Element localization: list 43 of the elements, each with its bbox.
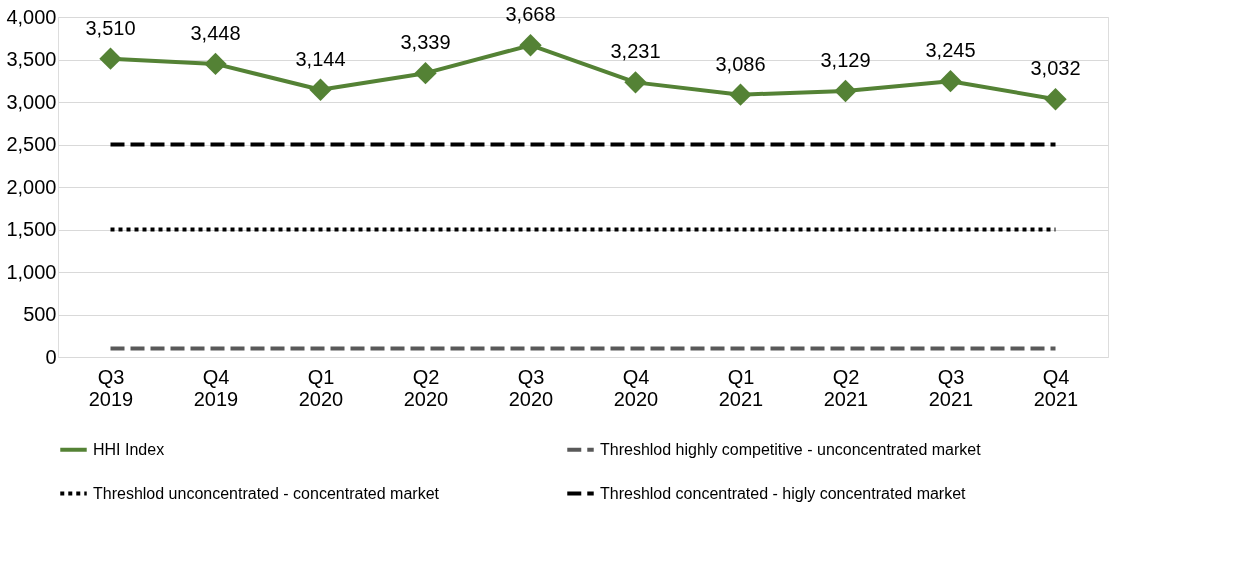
- y-tick-label: 2,500: [6, 133, 57, 155]
- point: [414, 62, 437, 85]
- data-label: 3,510: [85, 16, 136, 39]
- data-label: 3,032: [1030, 57, 1081, 80]
- y-tick-label: 1,500: [6, 218, 57, 240]
- point: [729, 83, 752, 106]
- point: [519, 34, 542, 57]
- point: [204, 52, 227, 76]
- x-tick-label: Q4 2019: [193, 365, 239, 410]
- point: [99, 47, 122, 70]
- data-label: 3,086: [715, 52, 766, 75]
- x-tick-label: Q4 2020: [613, 365, 659, 410]
- x-tick-label: Q2 2021: [823, 365, 869, 410]
- legend-label: Threshlod unconcentrated - concentrated market: [93, 484, 440, 502]
- data-label: 3,144: [295, 47, 346, 70]
- y-tick-label: 0: [45, 345, 57, 368]
- y-tick-label: 4,000: [6, 5, 57, 28]
- y-tick-label: 500: [23, 303, 57, 325]
- x-tick-label: Q2 2020: [403, 365, 449, 410]
- y-tick-label: 1,000: [6, 260, 57, 283]
- legend-label: Threshlod concentrated - higly concentrated market: [600, 484, 967, 502]
- data-label: 3,245: [925, 39, 976, 62]
- x-tick-label: Q4 2021: [1033, 365, 1079, 410]
- x-tick-label: Q3 2020: [508, 365, 554, 410]
- y-tick-label: 2,000: [6, 175, 57, 198]
- legend-label: HHI Index: [93, 440, 165, 458]
- point: [624, 71, 647, 94]
- legend-label: Threshlod highly competitive - unconcentrated market: [600, 440, 982, 458]
- y-tick-label: 3,500: [6, 48, 57, 70]
- data-label: 3,129: [820, 49, 871, 72]
- point: [939, 70, 962, 93]
- x-tick-label: Q1 2020: [298, 365, 344, 410]
- point: [309, 78, 332, 101]
- data-label: 3,231: [610, 40, 661, 63]
- y-tick-label: 3,000: [6, 90, 57, 113]
- data-label: 3,668: [505, 3, 556, 26]
- x-tick-label: Q3 2019: [88, 365, 134, 410]
- data-label: 3,339: [400, 31, 451, 54]
- x-tick-label: Q1 2021: [718, 365, 764, 410]
- point: [1044, 88, 1067, 111]
- data-label: 3,448: [190, 21, 241, 44]
- point: [834, 79, 857, 103]
- x-tick-label: Q3 2021: [928, 365, 974, 410]
